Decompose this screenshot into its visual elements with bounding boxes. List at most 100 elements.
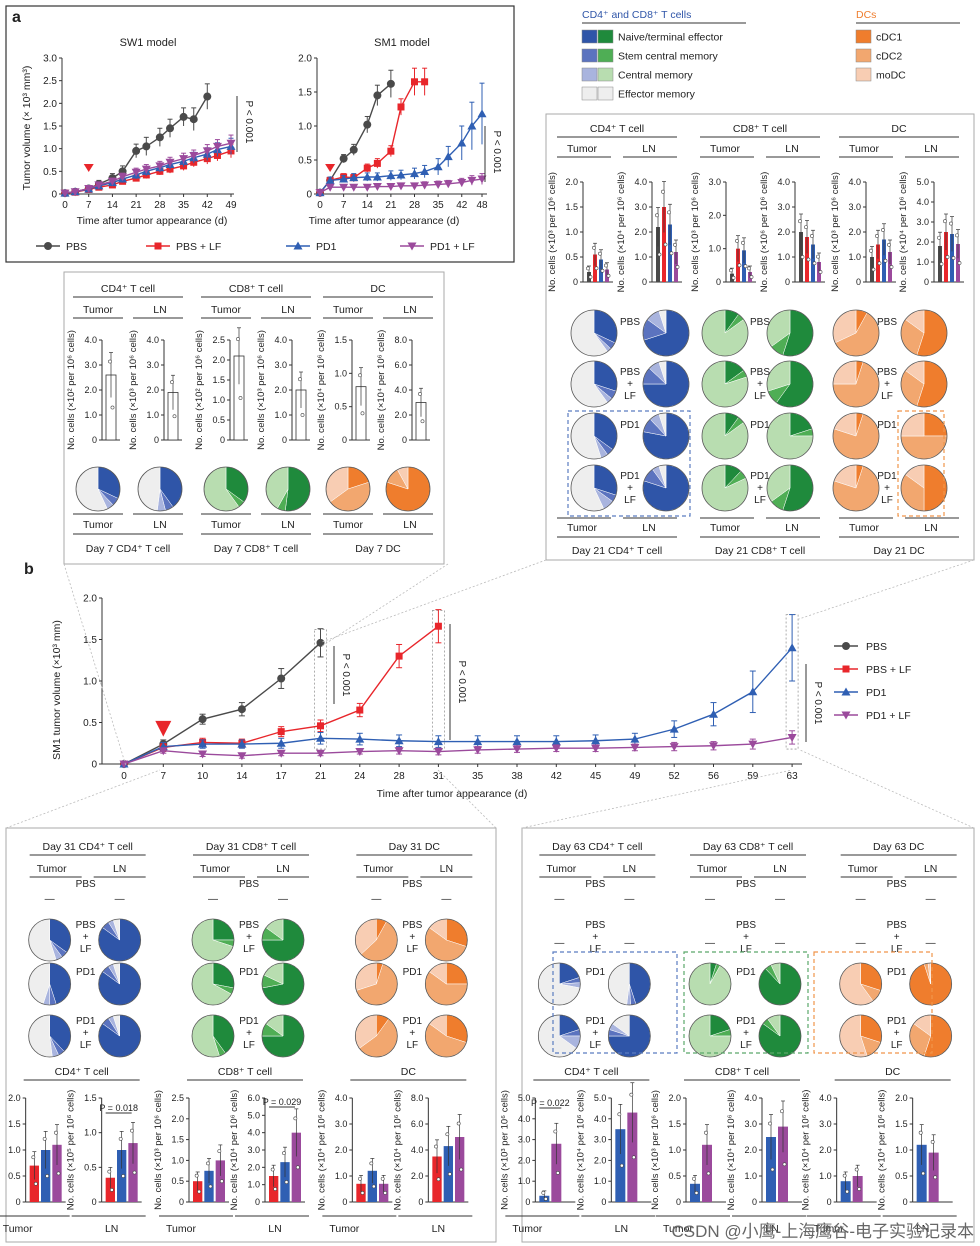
series-line-1 — [319, 81, 425, 194]
pie-outline — [261, 962, 305, 1006]
data-point — [630, 734, 640, 743]
bar-dot — [219, 1179, 224, 1184]
data-point — [155, 162, 165, 171]
data-point — [421, 78, 429, 86]
pie-outline — [261, 1014, 305, 1058]
data-point — [276, 738, 286, 747]
x-axis-label: Time after tumor appearance (d) — [309, 215, 460, 227]
tumor-label: Tumor — [363, 863, 393, 875]
pie-outline — [688, 1014, 732, 1058]
pie-day21-1-2 — [701, 360, 749, 408]
bar-y-tick-label: 2.0 — [634, 227, 647, 237]
bar-y-tick-label: 6.0 — [394, 360, 407, 370]
bar-y-tick-label: 1.5 — [84, 1093, 97, 1103]
data-point — [107, 177, 117, 186]
bar-dot — [692, 1176, 696, 1181]
legend-marker — [842, 665, 850, 673]
bar-dot — [383, 1191, 388, 1195]
bar-dot — [921, 1171, 926, 1176]
pvalue-label: P < 0.001 — [812, 682, 823, 725]
bar-y-tick-label: 3.0 — [84, 360, 97, 370]
pie-day21-3-0 — [570, 464, 618, 512]
pie-outline — [261, 918, 305, 962]
row-label: PD1 — [76, 967, 96, 978]
bar-y-tick-label: 2.0 — [916, 237, 929, 247]
empty-dash: — — [775, 938, 785, 949]
x-tick-label: 35 — [433, 200, 445, 211]
pie-panel_day31-3-1 — [98, 1014, 142, 1058]
section-header: CD4⁺ T cell — [101, 283, 155, 295]
data-point — [237, 752, 247, 761]
legend-label-1: PBS + LF — [176, 241, 221, 253]
pie-outline — [570, 309, 618, 357]
data-point — [420, 181, 430, 190]
row-label: LF — [740, 1040, 752, 1051]
legend-dc-item-2: moDC — [876, 70, 906, 82]
bar-y-tick-label: 2.0 — [744, 1145, 757, 1155]
y-tick-label: 0.5 — [83, 718, 97, 729]
pie-outline — [265, 466, 311, 512]
pie-slice — [608, 962, 630, 1006]
y-tick-label: 0 — [91, 760, 97, 771]
bar-group-label: Tumor — [166, 1223, 196, 1235]
bar-dot — [284, 1180, 289, 1184]
pie-day21-2-1 — [642, 412, 690, 460]
bar-dot — [270, 1167, 275, 1172]
section-title: Day 63 CD8⁺ T cell — [703, 841, 793, 853]
data-point — [512, 737, 522, 746]
tumor-label: Tumor — [710, 522, 740, 534]
bar-y-tick-label: 2.0 — [777, 227, 790, 237]
bar-dot — [857, 1187, 862, 1191]
data-point — [373, 159, 381, 167]
bar-dot — [295, 1165, 300, 1170]
bar-y-tick-label: 1.5 — [668, 1119, 681, 1129]
data-point — [276, 749, 286, 758]
data-point — [512, 745, 522, 754]
pie-outline — [424, 918, 468, 962]
data-point — [198, 750, 208, 759]
row-label: PBS — [620, 317, 640, 328]
row-label: PD1 — [887, 967, 907, 978]
bar-y-tick-label: 1.5 — [171, 1135, 184, 1145]
pie-panel_day31-3-5 — [424, 1014, 468, 1058]
pie-outline — [701, 412, 749, 460]
bar-dot — [798, 219, 802, 224]
data-point — [434, 622, 442, 630]
ln-label: LN — [403, 519, 416, 531]
bar-dot — [418, 392, 422, 396]
data-point — [198, 739, 208, 748]
bar-y-tick-label: 4.0 — [744, 1093, 757, 1103]
row-label: LF — [624, 391, 636, 402]
pie-day21-1-0 — [570, 360, 618, 408]
bar-dot — [806, 257, 811, 262]
legend-swatch-dc — [855, 29, 872, 44]
bar-y-tick-label: 1.5 — [212, 375, 225, 385]
data-point — [179, 112, 188, 121]
y-tick-label: 1.5 — [83, 635, 97, 646]
pie-outline — [766, 309, 814, 357]
data-point — [443, 180, 453, 189]
bar-y-tick-label: 6.0 — [247, 1093, 260, 1103]
pie-outline — [203, 466, 249, 512]
bar-y-tick-label: 4.0 — [335, 1093, 348, 1103]
pie-outline — [839, 1014, 883, 1058]
row-label: + — [409, 1028, 415, 1039]
pie-outline — [642, 309, 690, 357]
bar-group-label: Tumor — [663, 1223, 693, 1235]
x-tick-label: 59 — [747, 771, 759, 782]
row-label: PBS — [402, 879, 422, 890]
bar-y-tick-label: 1.0 — [819, 1171, 832, 1181]
legend-swatch-cd4 — [581, 86, 598, 101]
pie-outline — [832, 412, 880, 460]
row-label: + — [246, 1028, 252, 1039]
bar-dot — [706, 1171, 711, 1176]
data-point — [473, 737, 483, 746]
row-label: LF — [406, 1040, 418, 1051]
tumor-label: Tumor — [211, 519, 241, 531]
bar-group-label: LN — [765, 1223, 778, 1235]
y-tick-label: 1.5 — [43, 122, 57, 133]
pie-outline — [832, 464, 880, 512]
bar-y-tick-label: 4.0 — [146, 335, 159, 345]
legend-swatch-cd8 — [597, 86, 614, 101]
bar-dot — [555, 1170, 560, 1175]
